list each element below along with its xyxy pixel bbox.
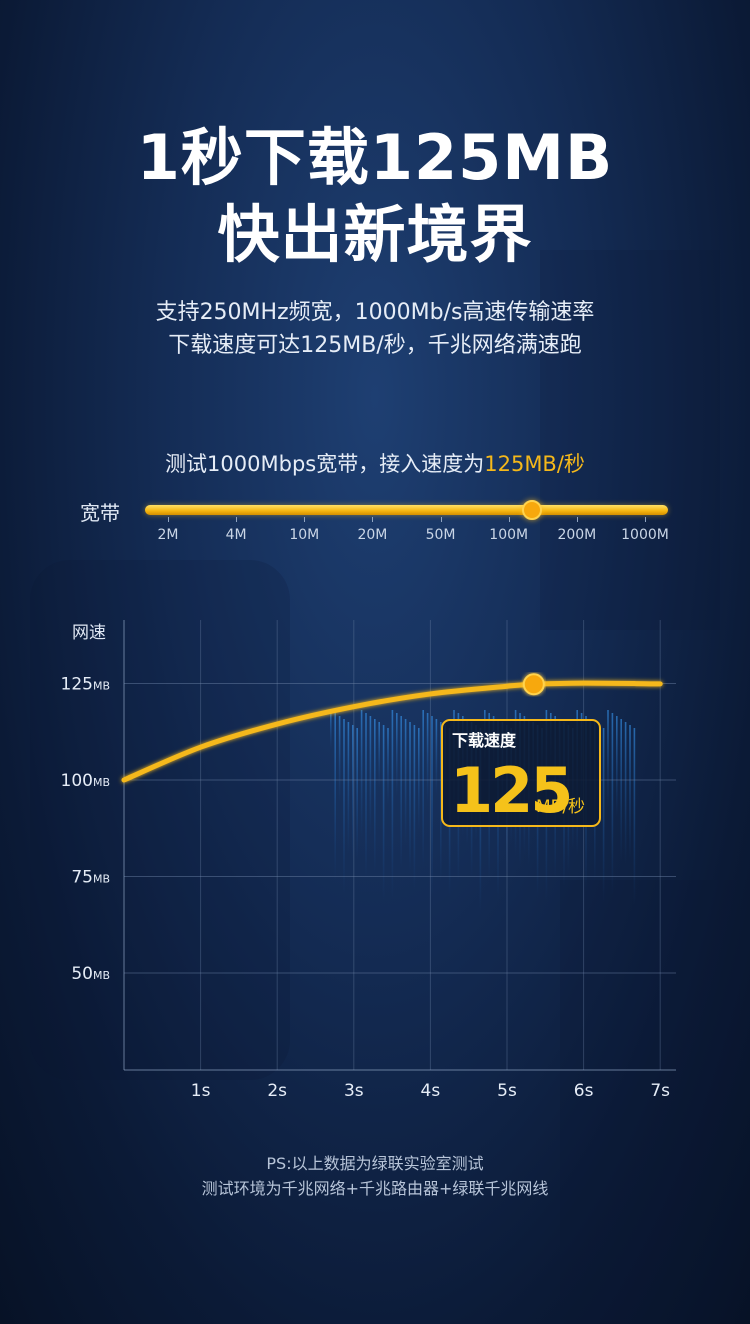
footnote-line-1: PS:以上数据为绿联实验室测试 (266, 1154, 484, 1173)
bandwidth-tick-mark (236, 517, 238, 522)
series-line (121, 680, 663, 783)
data-stream-bar (330, 710, 332, 750)
bandwidth-tick-mark (304, 517, 306, 522)
subtitle-line-1: 支持250MHz频宽，1000Mb/s高速传输速率 (155, 300, 595, 325)
background-shape (540, 250, 720, 630)
data-stream-bar (360, 710, 363, 841)
data-stream-bar (426, 713, 429, 805)
bandwidth-slider-knob (522, 500, 543, 520)
data-stream-bar (629, 725, 631, 861)
data-stream-bar (338, 716, 341, 803)
speed-chart: 网速 125MB 100MB 75MB 50MB 1s 2s 3s 4s 5s 6s 7s 下载速度 12… (61, 620, 676, 1101)
data-stream-bar (440, 722, 442, 882)
footnote-line-2: 测试环境为千兆网络+千兆路由器+绿联千兆网线 (201, 1179, 549, 1198)
bandwidth-tick-label: 4M (225, 527, 247, 543)
background-shape (30, 560, 290, 1080)
callout-unit: MB/秒 (536, 797, 585, 817)
callout-value: 125 (450, 754, 570, 827)
bandwidth-tick-label: 2M (157, 527, 179, 543)
data-stream-bar (624, 722, 627, 865)
background-shape (560, 880, 740, 1320)
data-stream-bar (400, 716, 402, 870)
data-point (658, 682, 662, 686)
data-stream-bar (365, 713, 367, 881)
data-stream-bar (611, 713, 614, 895)
x-tick-label: 2s (267, 1081, 287, 1101)
data-stream-bar (382, 725, 385, 901)
data-stream-bar (352, 725, 354, 861)
bandwidth-tick-label: 1000M (621, 527, 669, 543)
data-point (352, 705, 356, 709)
data-stream-bar (435, 719, 438, 796)
data-stream-bar (356, 728, 358, 860)
x-tick-label: 1s (191, 1081, 211, 1101)
bandwidth-tick-mark (168, 517, 169, 522)
data-stream-bar (404, 719, 407, 846)
data-point (582, 681, 586, 685)
data-stream-bar (343, 719, 345, 895)
bandwidth-tick-mark (440, 517, 442, 522)
data-stream-bar (413, 725, 416, 890)
data-stream-bar (347, 722, 350, 854)
bandwidth-tick-label: 10M (289, 527, 320, 543)
bandwidth-title-highlight: 125MB/秒 (484, 452, 585, 476)
x-tick-label: 5s (497, 1081, 517, 1101)
data-stream-bar (378, 722, 380, 788)
data-point (275, 722, 279, 726)
bandwidth-tick-label: 20M (357, 527, 388, 543)
y-tick-label: 100MB (61, 771, 111, 791)
bandwidth-tick-label: 200M (557, 527, 597, 543)
data-stream-bar (431, 716, 433, 899)
data-stream-bar (602, 728, 605, 903)
x-tick-label: 4s (421, 1081, 441, 1101)
x-tick-label: 6s (574, 1081, 594, 1101)
data-point (122, 778, 126, 782)
bandwidth-tick-mark (372, 517, 374, 522)
bandwidth-tick-mark (576, 517, 578, 522)
data-stream-bar (620, 719, 622, 861)
subtitle-line-2: 下载速度可达125MB/秒，千兆网络满速跑 (168, 333, 582, 358)
bandwidth-title: 测试1000Mbps宽带，接入速度为125MB/秒 (0, 448, 750, 478)
y-tick-label: 50MB (71, 964, 110, 984)
data-stream-bar (422, 710, 424, 868)
data-stream-bar (418, 728, 420, 832)
bandwidth-slider-track (145, 505, 668, 515)
data-stream-bar (396, 713, 398, 797)
y-axis-label: 网速 (72, 623, 106, 643)
data-stream-bar (334, 713, 336, 880)
data-stream-bar (369, 716, 372, 836)
callout-box (441, 719, 601, 827)
y-tick-label: 125MB (61, 675, 111, 695)
data-stream-bar (633, 728, 636, 905)
data-stream-bar (607, 710, 609, 808)
data-stream-bar (387, 728, 389, 806)
callout-label: 下载速度 (452, 731, 517, 750)
bandwidth-tick-mark (645, 517, 646, 522)
data-point (505, 684, 509, 688)
bandwidth-tick-label: 50M (425, 527, 456, 543)
bandwidth-tick-label: 100M (489, 527, 529, 543)
bandwidth-tick-mark (508, 517, 510, 522)
x-tick-label: 3s (344, 1081, 364, 1101)
data-stream-bar (616, 716, 618, 819)
data-stream-bar (374, 719, 376, 875)
highlight-marker (522, 673, 545, 696)
headline-line-1: 1秒下载125MB (136, 121, 614, 194)
bandwidth-title-prefix: 测试1000Mbps宽带，接入速度为 (165, 452, 485, 476)
y-tick-label: 75MB (71, 868, 110, 888)
bandwidth-label: 宽带 (80, 501, 120, 525)
headline-line-2: 快出新境界 (217, 198, 533, 271)
data-point (428, 692, 432, 696)
data-stream-bar (391, 710, 394, 899)
data-stream-bar (409, 722, 411, 874)
x-tick-label: 7s (650, 1081, 670, 1101)
data-point (199, 745, 203, 749)
